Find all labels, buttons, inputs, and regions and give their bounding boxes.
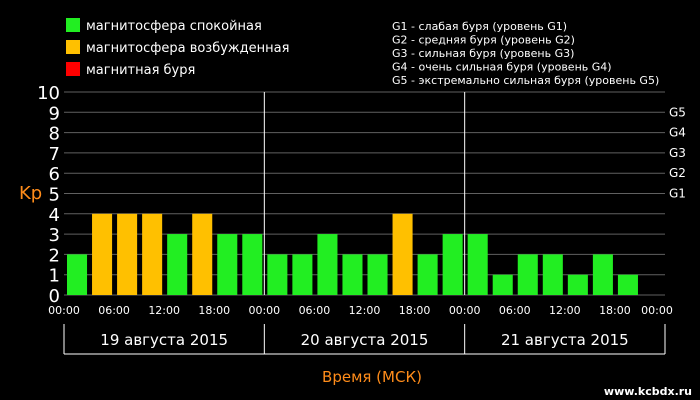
day-label: 19 августа 2015 <box>100 331 228 349</box>
y-tick-label: 2 <box>49 245 60 266</box>
kp-bar <box>242 234 263 295</box>
g-legend-item: G2 - средняя буря (уровень G2) <box>392 34 575 47</box>
y-tick-label: 5 <box>49 185 60 206</box>
time-tick-label: 06:00 <box>499 304 531 317</box>
kp-bar <box>467 234 488 295</box>
kp-bar <box>342 254 363 295</box>
y-axis-label: Kp <box>19 183 42 204</box>
kp-bar <box>517 254 538 295</box>
g-level-label: G5 <box>669 105 686 119</box>
kp-bar <box>267 254 288 295</box>
kp-bar <box>142 213 163 295</box>
legend-swatch <box>66 18 80 32</box>
kp-bar <box>192 213 213 295</box>
y-tick-label: 0 <box>49 286 60 307</box>
legend-label: магнитосфера возбужденная <box>86 41 289 56</box>
g-level-label: G2 <box>669 166 686 180</box>
legend-label: магнитосфера спокойная <box>86 19 262 34</box>
y-tick-label: 10 <box>37 83 60 104</box>
y-tick-label: 7 <box>49 144 60 165</box>
g-level-label: G1 <box>669 187 686 201</box>
kp-bar <box>367 254 388 295</box>
kp-bar <box>217 234 238 295</box>
time-tick-label: 18:00 <box>198 304 230 317</box>
kp-bar <box>67 254 88 295</box>
legend-swatch <box>66 62 80 76</box>
y-tick-label: 3 <box>49 225 60 246</box>
kp-bar <box>392 213 413 295</box>
kp-bar <box>317 234 338 295</box>
day-label: 21 августа 2015 <box>501 331 629 349</box>
kp-bar <box>617 274 638 295</box>
day-label: 20 августа 2015 <box>301 331 429 349</box>
kp-bar <box>117 213 138 295</box>
time-tick-label: 18:00 <box>599 304 631 317</box>
kp-bar <box>167 234 188 295</box>
g-level-label: G4 <box>669 126 686 140</box>
kp-bar <box>492 274 513 295</box>
kp-bar <box>292 254 313 295</box>
time-tick-label: 12:00 <box>549 304 581 317</box>
time-tick-label: 12:00 <box>349 304 381 317</box>
y-tick-label: 1 <box>49 266 60 287</box>
kp-bar <box>542 254 563 295</box>
y-tick-label: 4 <box>49 205 60 226</box>
y-tick-label: 9 <box>49 103 60 124</box>
time-tick-label: 00:00 <box>248 304 280 317</box>
legend-swatch <box>66 40 80 54</box>
time-tick-label: 00:00 <box>449 304 481 317</box>
time-tick-label: 00:00 <box>48 304 80 317</box>
x-axis-label: Время (МСК) <box>322 368 422 386</box>
legend-label: магнитная буря <box>86 63 195 78</box>
kp-bar <box>442 234 463 295</box>
watermark: www.kcbdx.ru <box>604 385 692 398</box>
g-legend-item: G4 - очень сильная буря (уровень G4) <box>392 61 612 74</box>
g-legend-item: G1 - слабая буря (уровень G1) <box>392 20 567 33</box>
kp-bar <box>592 254 613 295</box>
time-tick-label: 06:00 <box>98 304 130 317</box>
time-tick-label: 12:00 <box>148 304 180 317</box>
y-tick-label: 8 <box>49 124 60 145</box>
g-level-label: G3 <box>669 146 686 160</box>
kp-bar <box>567 274 588 295</box>
time-tick-label: 06:00 <box>299 304 331 317</box>
kp-bar <box>417 254 438 295</box>
time-tick-label: 18:00 <box>399 304 431 317</box>
time-tick-label: 00:00 <box>641 304 673 317</box>
g-legend-item: G5 - экстремально сильная буря (уровень … <box>392 74 659 87</box>
g-legend-item: G3 - сильная буря (уровень G3) <box>392 47 574 60</box>
kp-bar <box>92 213 113 295</box>
y-tick-label: 6 <box>49 164 60 185</box>
